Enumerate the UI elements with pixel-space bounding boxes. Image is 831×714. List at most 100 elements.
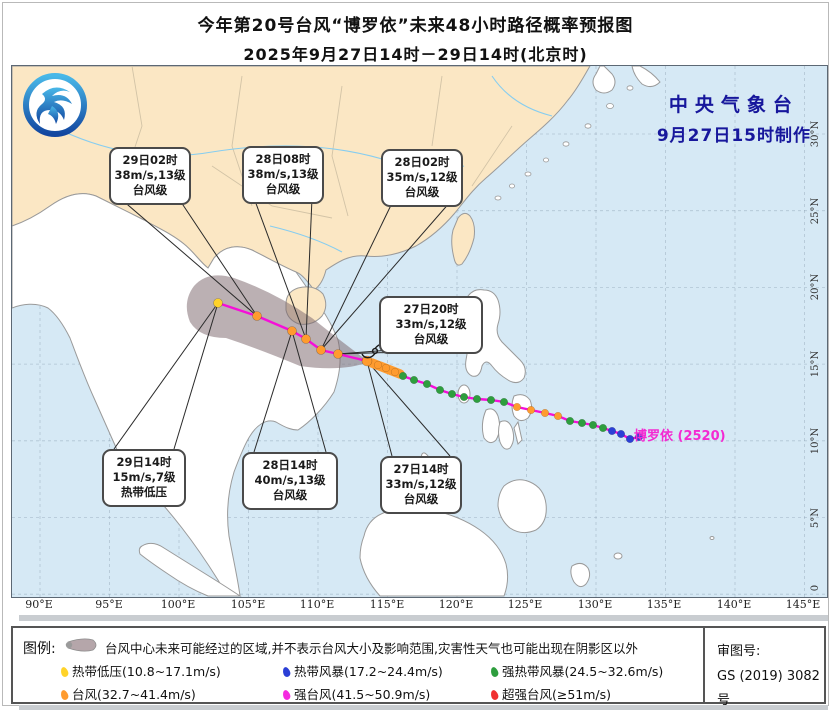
agency-issue-time: 9月27日15时制作 bbox=[656, 126, 811, 146]
typhoon-track bbox=[213, 298, 644, 444]
legend-item-td: 热带低压(10.8~17.1m/s) bbox=[59, 661, 221, 680]
observed-track-point bbox=[472, 394, 482, 404]
legend-panel: 图例: 台风中心未来可能经过的区域,并不表示台风大小及影响范围,灾害性天气也可能… bbox=[11, 626, 826, 708]
label-box-28d14h: 28日14时 40m/s,13级 台风级 bbox=[242, 452, 338, 510]
td-marker-icon bbox=[59, 666, 70, 678]
lon-tick: 105°E bbox=[230, 598, 266, 611]
lon-tick: 130°E bbox=[577, 598, 613, 611]
legend-item-sts: 强热带风暴(24.5~32.6m/s) bbox=[489, 661, 663, 680]
lon-tick: 125°E bbox=[507, 598, 543, 611]
legend-item-sut: 超强台风(≥51m/s) bbox=[489, 684, 611, 703]
cma-logo-icon bbox=[22, 72, 88, 138]
leader-line bbox=[305, 197, 313, 340]
leader-line bbox=[320, 200, 394, 351]
cone-legend-icon bbox=[63, 637, 101, 657]
label-box-27d14h: 27日14时 33m/s,12级 台风级 bbox=[380, 456, 462, 514]
label-box-29d02h: 29日02时 38m/s,13级 台风级 bbox=[109, 147, 191, 205]
observed-track-point bbox=[486, 395, 496, 405]
legend-heading: 图例: bbox=[23, 641, 56, 657]
map-panel-shadow bbox=[19, 615, 828, 621]
legend-note: 台风中心未来可能经过的区域,并不表示台风大小及影响范围,灾害性天气也可能出现在阴… bbox=[105, 641, 638, 656]
observed-track-point bbox=[553, 411, 563, 421]
observed-track-point bbox=[616, 429, 626, 439]
lon-tick: 145°E bbox=[785, 598, 821, 611]
agency-name: 中央气象台 bbox=[668, 94, 799, 116]
forecast-track-point bbox=[316, 345, 326, 355]
observed-track-point bbox=[588, 420, 598, 430]
approval-number: GS (2019) 3082号 bbox=[717, 668, 820, 709]
observed-track-point bbox=[435, 385, 445, 395]
forecast-track-point bbox=[252, 311, 262, 321]
label-box-29d14h: 29日14时 15m/s,7级 热带低压 bbox=[102, 449, 186, 507]
ty-marker-icon bbox=[59, 689, 70, 701]
forecast-track-point bbox=[287, 326, 297, 336]
taiwan-island bbox=[451, 212, 475, 266]
approval-label: 审图号: bbox=[717, 644, 761, 659]
leader-line bbox=[366, 360, 393, 457]
observed-track-point bbox=[381, 363, 391, 373]
leader-line bbox=[113, 302, 219, 450]
legend-item-ts: 热带风暴(17.2~24.4m/s) bbox=[281, 661, 443, 680]
observed-track-point bbox=[373, 360, 383, 370]
leader-line bbox=[291, 330, 327, 453]
observed-track-point bbox=[540, 408, 550, 418]
title-block: 今年第20号台风“博罗依”未来48小时路径概率预报图 2025年9月27日14时… bbox=[3, 11, 828, 65]
observed-track-point bbox=[398, 371, 408, 381]
observed-track-point bbox=[625, 434, 635, 444]
label-box-28d08h: 28日08时 38m/s,13级 台风级 bbox=[242, 146, 324, 204]
observed-track-point bbox=[526, 405, 536, 415]
storm-name-label: 博罗依 (2520) bbox=[634, 429, 726, 444]
lon-tick: 120°E bbox=[438, 598, 474, 611]
lat-tick-25n: 25°N bbox=[810, 197, 821, 225]
page-subtitle: 2025年9月27日14时－29日14时(北京时) bbox=[243, 45, 588, 64]
observed-track-point bbox=[447, 389, 457, 399]
leader-line bbox=[253, 330, 293, 453]
kyushu-landmass bbox=[592, 66, 661, 94]
leader-line bbox=[366, 360, 451, 457]
legend-item-sty: 强台风(41.5~50.9m/s) bbox=[281, 684, 430, 703]
agency-block: 中央气象台 9月27日15时制作 bbox=[657, 90, 811, 146]
leader-line bbox=[173, 302, 219, 450]
approval-block: 审图号: GS (2019) 3082号 bbox=[717, 640, 824, 714]
leader-line bbox=[320, 200, 452, 351]
leader-line bbox=[253, 197, 307, 340]
forecast-track-point bbox=[301, 334, 311, 344]
observed-track-point bbox=[577, 418, 587, 428]
lon-tick: 100°E bbox=[160, 598, 196, 611]
page-title: 今年第20号台风“博罗依”未来48小时路径概率预报图 bbox=[197, 16, 634, 36]
observed-track-point bbox=[634, 432, 644, 442]
observed-track-point bbox=[598, 423, 608, 433]
observed-track-point bbox=[409, 375, 419, 385]
typhoon-track-map: 中央气象台 9月27日15时制作 27日14时 33m/s,12级 台风级 27日2… bbox=[11, 65, 828, 598]
lat-tick-10n: 10°N bbox=[810, 427, 821, 455]
ts-marker-icon bbox=[281, 666, 292, 678]
lon-tick: 135°E bbox=[646, 598, 682, 611]
sty-marker-icon bbox=[281, 689, 292, 701]
lat-tick-0: 0 bbox=[810, 584, 821, 592]
lon-tick: 115°E bbox=[369, 598, 405, 611]
lat-tick-30n: 30°N bbox=[810, 120, 821, 148]
longitude-axis: 90°E 95°E 100°E 105°E 110°E 115°E 120°E … bbox=[3, 598, 831, 614]
lon-tick: 140°E bbox=[716, 598, 752, 611]
borneo-sumatra-landmass bbox=[138, 506, 715, 597]
ryukyu-islands bbox=[494, 85, 634, 201]
observed-track-point bbox=[459, 392, 469, 402]
observed-track-point bbox=[390, 367, 400, 377]
lat-tick-15n: 15°N bbox=[810, 350, 821, 378]
label-box-28d02h: 28日02时 35m/s,12级 台风级 bbox=[381, 149, 463, 207]
lat-tick-5n: 5°N bbox=[810, 507, 821, 529]
leader-line bbox=[120, 198, 258, 317]
forecast-track-point bbox=[213, 298, 223, 308]
label-box-27d20h: 27日20时 33m/s,12级 台风级 bbox=[379, 296, 483, 354]
forecast-track-point bbox=[333, 349, 343, 359]
observed-track-point bbox=[512, 402, 522, 412]
observed-track-point bbox=[607, 426, 617, 436]
leader-line bbox=[178, 198, 258, 317]
lon-tick: 90°E bbox=[25, 598, 53, 611]
observed-track-point bbox=[565, 416, 575, 426]
legend-item-ty: 台风(32.7~41.4m/s) bbox=[59, 684, 196, 703]
sut-marker-icon bbox=[489, 689, 500, 701]
observed-track-point bbox=[499, 397, 509, 407]
sts-marker-icon bbox=[489, 666, 500, 678]
